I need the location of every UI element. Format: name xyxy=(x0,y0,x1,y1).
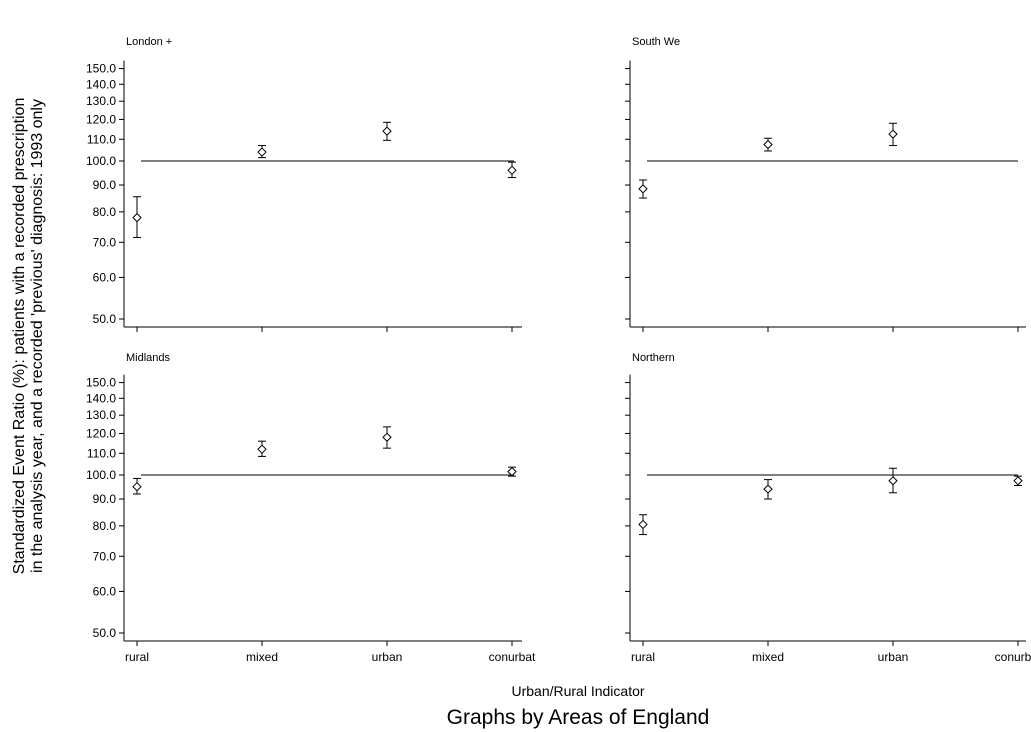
x-tick-label: mixed xyxy=(752,650,784,664)
y-tick-label: 150.0 xyxy=(86,376,116,390)
y-tick-label: 80.0 xyxy=(93,205,117,219)
panel-2: South We xyxy=(625,36,1026,332)
data-point-mixed xyxy=(257,147,267,157)
x-tick-label: mixed xyxy=(246,650,278,664)
panel-title: South We xyxy=(632,36,680,48)
y-tick-label: 150.0 xyxy=(86,62,116,76)
y-tick-label: 90.0 xyxy=(93,492,117,506)
x-axis-label: Urban/Rural Indicator xyxy=(511,683,644,699)
data-point-conurbat xyxy=(507,165,517,176)
y-tick-label: 100.0 xyxy=(86,154,116,168)
y-tick-label: 120.0 xyxy=(86,426,116,440)
y-tick-label: 90.0 xyxy=(93,178,117,192)
x-tick-label: urban xyxy=(372,650,403,664)
panel-4: Northern rural mixed urban conurbat xyxy=(625,352,1031,664)
panel-1: London + 50.0 60.0 70.0 80.0 90.0 100.0 110.0 12… xyxy=(86,36,522,332)
y-tick-label: 60.0 xyxy=(93,270,117,284)
data-point-conurbat xyxy=(1013,476,1023,486)
x-tick-label: rural xyxy=(631,650,655,664)
data-point-rural xyxy=(638,184,648,194)
y-tick-label: 60.0 xyxy=(93,584,117,598)
data-point-urban xyxy=(888,476,898,486)
panel-grid: London + 50.0 60.0 70.0 80.0 90.0 100.0 110.0 12… xyxy=(86,36,1031,664)
data-point-urban xyxy=(382,432,392,442)
data-point-rural xyxy=(132,481,142,492)
y-tick-label: 80.0 xyxy=(93,519,117,533)
panel-title: Northern xyxy=(632,352,675,364)
data-point-mixed xyxy=(763,484,773,494)
x-tick-label: urban xyxy=(878,650,909,664)
data-point-rural xyxy=(638,519,648,530)
data-point-mixed xyxy=(763,139,773,150)
data-point-urban xyxy=(888,129,898,139)
panel-title: Midlands xyxy=(126,352,171,364)
y-tick-label: 120.0 xyxy=(86,112,116,126)
y-tick-label: 140.0 xyxy=(86,77,116,91)
data-point-rural xyxy=(132,212,142,223)
data-point-mixed xyxy=(257,444,267,454)
panel-title: London + xyxy=(126,36,172,48)
y-tick-label: 70.0 xyxy=(93,235,117,249)
y-axis-label-line-1: Standardized Event Ratio (%): patients w… xyxy=(11,98,28,575)
y-tick-label: 70.0 xyxy=(93,549,117,563)
y-tick-label: 140.0 xyxy=(86,391,116,405)
data-point-conurbat xyxy=(507,466,517,477)
x-tick-label: conurbat xyxy=(995,650,1031,664)
panel-3: Midlands 50.0 60.0 70.0 80.0 90.0 100.0 110.0 12… xyxy=(86,352,536,664)
y-tick-label: 50.0 xyxy=(93,626,117,640)
y-tick-label: 110.0 xyxy=(87,446,116,460)
x-tick-label: rural xyxy=(125,650,149,664)
x-tick-label: conurbat xyxy=(489,650,536,664)
y-axis-label-line-2: in the analysis year, and a recorded 'pr… xyxy=(29,99,46,573)
graphs-by-note: Graphs by Areas of England xyxy=(447,706,710,729)
y-tick-label: 130.0 xyxy=(86,94,116,108)
y-tick-label: 130.0 xyxy=(86,408,116,422)
y-tick-label: 50.0 xyxy=(93,312,117,326)
y-tick-label: 110.0 xyxy=(87,132,116,146)
y-tick-label: 100.0 xyxy=(86,468,116,482)
data-point-urban xyxy=(382,126,392,136)
